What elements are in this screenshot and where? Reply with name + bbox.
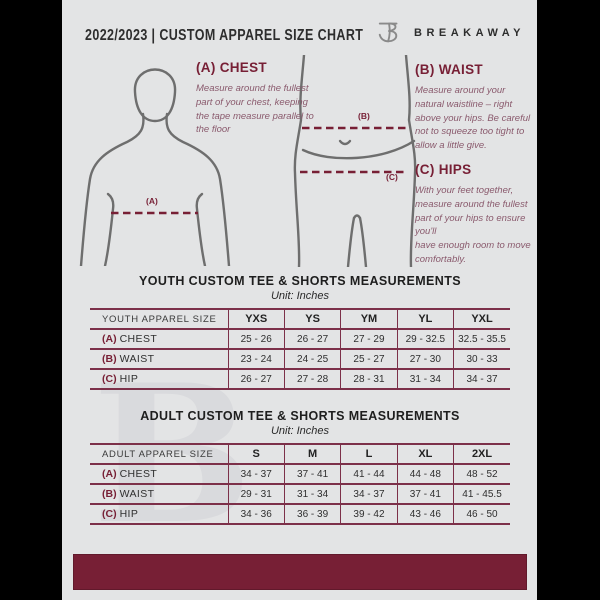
hips-instructions: (C) HIPS With your feet together, measur… [415, 162, 537, 267]
waist-instructions: (B) WAIST Measure around your natural wa… [415, 62, 535, 153]
row-label-prefix: (B) [102, 488, 117, 500]
size-cell: 28 - 31 [340, 368, 398, 390]
size-cell: 31 - 34 [283, 483, 341, 504]
size-cell: 41 - 45.5 [453, 483, 510, 504]
right-black-bar [537, 0, 600, 600]
size-col-header: YS [283, 308, 341, 329]
size-cell: 26 - 27 [227, 368, 285, 390]
chest-instructions: (A) CHEST Measure around the fullest par… [196, 60, 316, 137]
size-col-header: YXL [453, 308, 510, 329]
size-cell: 44 - 48 [396, 463, 454, 484]
size-cell: 23 - 24 [227, 348, 285, 369]
youth-chest-row: (A) CHEST 25 - 26 26 - 27 27 - 29 29 - 32… [90, 328, 510, 349]
size-col-header: 2XL [453, 443, 510, 464]
size-cell: 39 - 42 [340, 503, 398, 525]
size-cell: 27 - 29 [340, 328, 398, 349]
youth-header-row: YOUTH APPAREL SIZE YXS YS YM YL YXL [90, 308, 510, 329]
row-label-prefix: (C) [102, 373, 117, 385]
row-label-prefix: (A) [102, 333, 117, 345]
size-cell: 37 - 41 [283, 463, 341, 484]
size-cell: 26 - 27 [283, 328, 341, 349]
size-col-header: YM [340, 308, 398, 329]
row-label-name: WAIST [119, 353, 155, 365]
chest-heading: (A) CHEST [196, 60, 267, 75]
waist-measure-label: (B) [358, 111, 370, 121]
row-label-name: CHEST [119, 468, 158, 480]
size-cell: 36 - 39 [283, 503, 341, 525]
waist-hips-diagram [293, 55, 417, 267]
youth-table-section: YOUTH CUSTOM TEE & SHORTS MEASUREMENTS U… [90, 274, 510, 390]
hips-measure-label: (C) [386, 172, 398, 182]
size-col-header: S [227, 443, 285, 464]
size-cell: 34 - 36 [227, 503, 285, 525]
chest-body-text: Measure around the fullest part of your … [196, 83, 314, 136]
size-cell: 30 - 33 [453, 348, 510, 369]
adult-chest-row: (A) CHEST 34 - 37 37 - 41 41 - 44 44 - 48… [90, 463, 510, 484]
row-label-name: CHEST [119, 333, 158, 345]
adult-table-title: ADULT CUSTOM TEE & SHORTS MEASUREMENTS [140, 409, 460, 423]
row-label: (C) HIP [90, 368, 228, 390]
size-col-header: L [340, 443, 398, 464]
size-cell: 46 - 50 [453, 503, 510, 525]
size-cell: 25 - 26 [227, 328, 285, 349]
adult-table-section: ADULT CUSTOM TEE & SHORTS MEASUREMENTS U… [90, 409, 510, 525]
left-black-bar [0, 0, 62, 600]
youth-size-table: YOUTH APPAREL SIZE YXS YS YM YL YXL (A) C… [90, 308, 510, 390]
size-cell: 41 - 44 [340, 463, 398, 484]
youth-table-unit: Unit: Inches [270, 290, 330, 302]
size-col-header: YL [396, 308, 454, 329]
page-title: 2022/2023 | CUSTOM APPAREL SIZE CHART [85, 26, 364, 44]
footer-accent-bar [73, 554, 527, 590]
row-label: (B) WAIST [90, 483, 228, 504]
row-label-prefix: (A) [102, 468, 117, 480]
size-cell: 27 - 30 [396, 348, 454, 369]
size-cell: 29 - 31 [227, 483, 285, 504]
chest-measure-label: (A) [146, 196, 158, 206]
youth-waist-row: (B) WAIST 23 - 24 24 - 25 25 - 27 27 - 30… [90, 348, 510, 369]
hips-heading: (C) HIPS [415, 162, 472, 177]
torso-chest-diagram [79, 68, 231, 266]
row-label-name: HIP [119, 373, 139, 385]
row-label: (A) CHEST [90, 328, 228, 349]
adult-header-label: ADULT APPAREL SIZE [90, 443, 228, 464]
youth-hip-row: (C) HIP 26 - 27 27 - 28 28 - 31 31 - 34 3… [90, 368, 510, 390]
size-cell: 34 - 37 [453, 368, 510, 390]
size-cell: 34 - 37 [340, 483, 398, 504]
row-label: (A) CHEST [90, 463, 228, 484]
size-cell: 29 - 32.5 [396, 328, 454, 349]
row-label-prefix: (B) [102, 353, 117, 365]
size-cell: 31 - 34 [396, 368, 454, 390]
size-col-header: XL [396, 443, 454, 464]
size-cell: 43 - 46 [396, 503, 454, 525]
size-cell: 32.5 - 35.5 [453, 328, 510, 349]
size-cell: 37 - 41 [396, 483, 454, 504]
size-cell: 27 - 28 [283, 368, 341, 390]
breakaway-logo-icon [378, 22, 398, 43]
size-cell: 25 - 27 [340, 348, 398, 369]
size-cell: 24 - 25 [283, 348, 341, 369]
adult-table-unit: Unit: Inches [270, 425, 330, 437]
youth-table-title: YOUTH CUSTOM TEE & SHORTS MEASUREMENTS [139, 274, 461, 288]
hips-body-text: With your feet together, measure around … [415, 185, 531, 265]
adult-header-row: ADULT APPAREL SIZE S M L XL 2XL [90, 443, 510, 464]
row-label-prefix: (C) [102, 508, 117, 520]
row-label: (C) HIP [90, 503, 228, 525]
waist-heading: (B) WAIST [415, 62, 483, 77]
size-cell: 34 - 37 [227, 463, 285, 484]
row-label: (B) WAIST [90, 348, 228, 369]
youth-header-label: YOUTH APPAREL SIZE [90, 308, 228, 329]
size-cell: 48 - 52 [453, 463, 510, 484]
size-col-header: YXS [227, 308, 285, 329]
waist-body-text: Measure around your natural waistline – … [415, 85, 531, 152]
adult-size-table: ADULT APPAREL SIZE S M L XL 2XL (A) CHEST… [90, 443, 510, 525]
adult-waist-row: (B) WAIST 29 - 31 31 - 34 34 - 37 37 - 41… [90, 483, 510, 504]
row-label-name: HIP [119, 508, 139, 520]
adult-hip-row: (C) HIP 34 - 36 36 - 39 39 - 42 43 - 46 4… [90, 503, 510, 525]
size-col-header: M [283, 443, 341, 464]
brand-name: BREAKAWAY [414, 27, 525, 39]
row-label-name: WAIST [119, 488, 155, 500]
